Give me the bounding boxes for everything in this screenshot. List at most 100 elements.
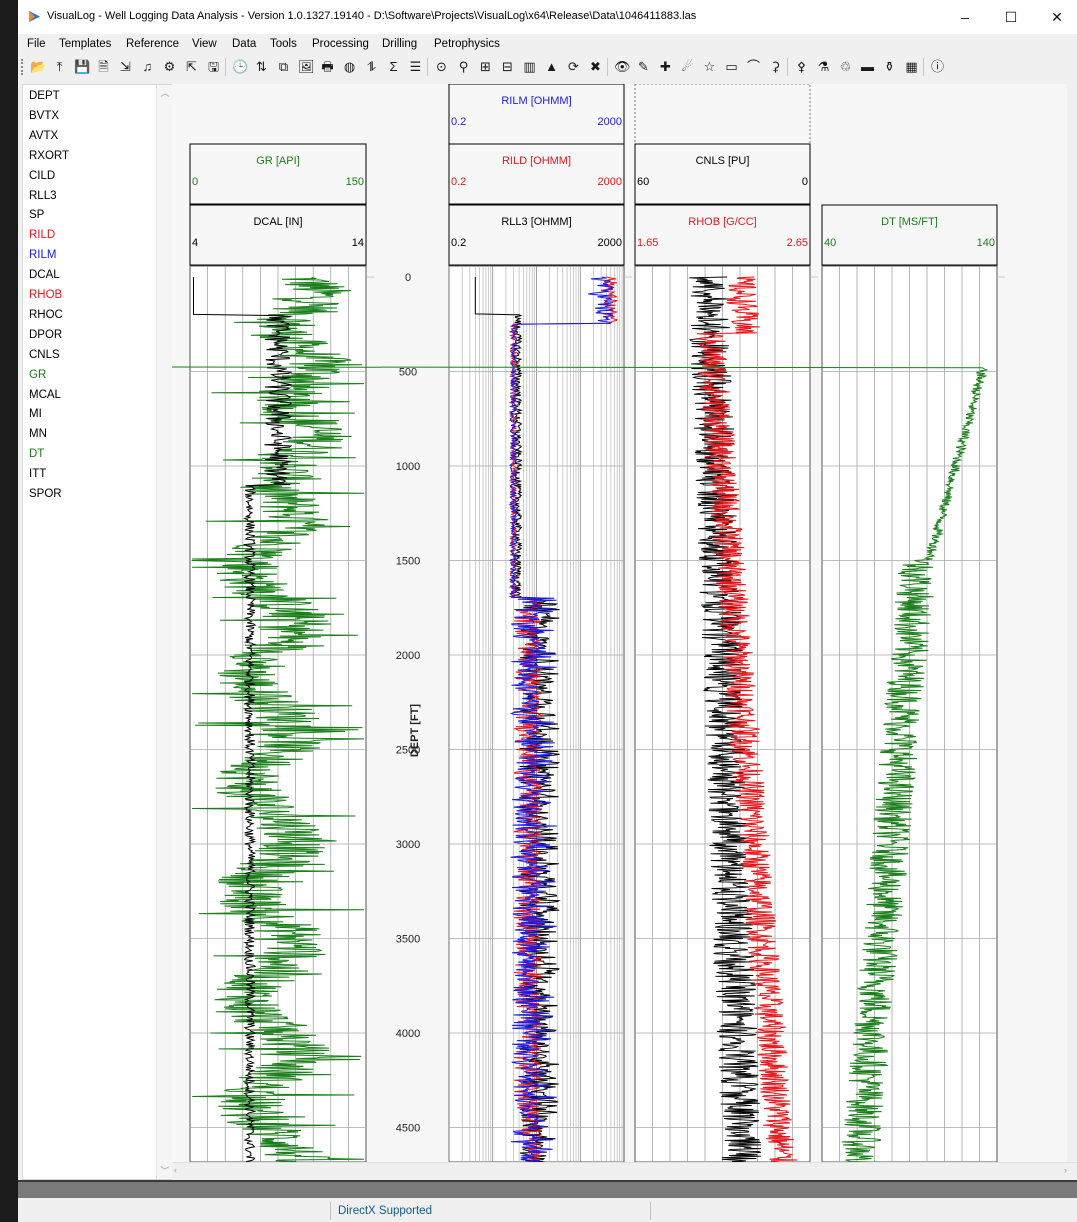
curve-item-dept[interactable]: DEPT xyxy=(29,90,60,102)
curve-item-rhoc[interactable]: RHOC xyxy=(29,308,63,321)
open-folder-icon[interactable]: 📂 xyxy=(30,59,47,74)
delete-icon[interactable]: ✖ xyxy=(590,59,601,74)
curve-header-gr[interactable] xyxy=(189,143,367,205)
recycle-icon[interactable]: ♲ xyxy=(839,59,852,74)
curve-header-max: 150 xyxy=(346,176,364,188)
curve-list-scrollbar[interactable]: ︿ ﹀ xyxy=(156,85,173,1179)
curve-list-panel[interactable]: ︿ ﹀ DEPT BVTX AVTX RXORT CILD RLL3 SP RILD RILM D… xyxy=(22,84,174,1180)
image-icon[interactable]: 🖼 xyxy=(298,59,315,74)
report-icon[interactable]: ☰ xyxy=(409,59,422,74)
curve-item-itt[interactable]: ITT xyxy=(29,468,47,481)
clock-icon[interactable]: 🕒 xyxy=(232,59,249,74)
tree-icon[interactable]: ⚲ xyxy=(458,59,469,74)
curve-item-spor[interactable]: SPOR xyxy=(29,488,62,500)
crossplot-icon[interactable]: ⊟ xyxy=(502,59,513,74)
curve-item-mn[interactable]: MN xyxy=(29,428,47,441)
curve-item-mcal[interactable]: MCAL xyxy=(29,388,61,401)
curve-item-dpor[interactable]: DPOR xyxy=(29,328,63,341)
minimize-button[interactable]: – xyxy=(961,9,969,25)
info-icon[interactable]: ⓘ xyxy=(930,59,944,74)
menu-view[interactable]: View xyxy=(192,38,217,50)
curve-header-dcal[interactable] xyxy=(189,204,367,266)
hierarchy-icon[interactable]: ⚳ xyxy=(770,59,781,74)
curve-item-bvtx[interactable]: BVTX xyxy=(29,109,60,122)
depth-tick-label: 0 xyxy=(405,272,411,284)
fill-icon[interactable]: ◍ xyxy=(343,59,356,74)
toolbar-grip[interactable] xyxy=(21,59,25,75)
log-plot-svg[interactable]: GR [API] 0 150 DCAL [IN] 4 14 RILM [OHMM] 0.2 20… xyxy=(172,84,1067,1162)
curve-header-name: RILD [OHMM] xyxy=(502,155,571,167)
curve-icon[interactable]: ⌒ xyxy=(746,59,760,74)
load-icon[interactable]: ⇱ xyxy=(186,59,197,74)
ruler-icon[interactable]: ▭ xyxy=(725,59,738,74)
star-icon[interactable]: ☆ xyxy=(703,59,716,74)
curve-header-dt[interactable] xyxy=(821,204,998,266)
curve-item-dcal[interactable]: DCAL xyxy=(29,269,60,282)
save-icon[interactable]: 💾 xyxy=(74,59,91,74)
menu-petrophysics[interactable]: Petrophysics xyxy=(434,38,500,50)
curve-item-gr[interactable]: GR xyxy=(29,368,47,381)
document-icon[interactable]: 🗎 xyxy=(98,59,109,74)
network-icon[interactable]: ⚴ xyxy=(796,59,807,74)
menu-drilling[interactable]: Drilling xyxy=(382,38,418,50)
depth-tick-label: 3500 xyxy=(396,934,420,946)
merge-icon[interactable]: ⧉ xyxy=(278,59,289,74)
curve-edit-icon[interactable]: ♫ xyxy=(142,59,153,74)
horizontal-scrollbar[interactable]: ‹ › xyxy=(172,1162,1077,1181)
add-track-icon[interactable]: ✚ xyxy=(660,59,671,74)
curve-header-rild[interactable] xyxy=(448,143,625,205)
grid-icon[interactable]: ⊞ xyxy=(480,59,491,74)
menu-tools[interactable]: Tools xyxy=(270,38,297,50)
import-icon[interactable]: ⤒ xyxy=(56,59,63,74)
menu-data[interactable]: Data xyxy=(232,38,257,50)
splitter-bar[interactable] xyxy=(18,1180,1077,1198)
curve-header-cnls[interactable] xyxy=(634,143,811,205)
curve-header-min: 0.2 xyxy=(451,237,466,249)
print-icon[interactable]: 🖶 xyxy=(321,59,334,74)
curve-item-rll3[interactable]: RLL3 xyxy=(29,189,57,202)
settings-gear-icon[interactable]: ⚙ xyxy=(163,59,176,74)
curve-item-cnls[interactable]: CNLS xyxy=(29,348,60,361)
export-icon[interactable]: ⇲ xyxy=(120,59,131,74)
menu-processing[interactable]: Processing xyxy=(312,38,369,50)
empty-header-slot[interactable] xyxy=(634,84,811,145)
scroll-down-icon[interactable]: ﹀ xyxy=(160,1166,170,1176)
curve-item-mi[interactable]: MI xyxy=(29,408,42,421)
curve-item-avtx[interactable]: AVTX xyxy=(29,129,59,142)
sigma-icon[interactable]: Σ xyxy=(389,59,398,74)
layers-icon[interactable]: ▬ xyxy=(861,59,874,74)
menu-templates[interactable]: Templates xyxy=(59,38,112,50)
close-button[interactable]: ✕ xyxy=(1051,9,1063,25)
curve-item-rild[interactable]: RILD xyxy=(29,229,56,242)
menu-reference[interactable]: Reference xyxy=(126,38,180,50)
curve-header-rilm[interactable] xyxy=(448,84,625,145)
wifi-icon[interactable]: ☄ xyxy=(681,59,694,74)
chemistry-icon[interactable]: ⚗ xyxy=(817,59,830,74)
columns-icon[interactable]: ▦ xyxy=(905,59,918,74)
flask-icon[interactable]: ⚱ xyxy=(884,59,895,74)
curve-header-rll3[interactable] xyxy=(448,204,625,266)
curve-header-max: 2.65 xyxy=(787,237,808,249)
depth-shift-icon[interactable]: ⇅ xyxy=(256,59,267,74)
menu-file[interactable]: File xyxy=(27,38,46,50)
histogram-icon[interactable]: ▥ xyxy=(523,59,536,74)
curve-item-dt[interactable]: DT xyxy=(29,448,45,461)
refresh-icon[interactable]: ⟳ xyxy=(568,59,579,74)
filter-icon[interactable]: ⊙ xyxy=(436,59,447,74)
save-as-icon[interactable]: 🖫 xyxy=(207,59,220,74)
scroll-up-icon[interactable]: ︿ xyxy=(160,88,170,98)
maximize-button[interactable]: ☐ xyxy=(1004,9,1018,25)
curve-item-rhob[interactable]: RHOB xyxy=(29,289,63,301)
normalize-icon[interactable]: ⥮ xyxy=(366,59,377,74)
curve-item-sp[interactable]: SP xyxy=(29,209,45,222)
pipette-icon[interactable]: ✎ xyxy=(638,59,649,74)
curve-item-cild[interactable]: CILD xyxy=(29,169,56,182)
scroll-left-icon[interactable]: ‹ xyxy=(174,1165,177,1175)
curve-header-rhob[interactable] xyxy=(634,204,811,266)
curve-item-rilm[interactable]: RILM xyxy=(29,249,57,262)
curve-item-rxort[interactable]: RXORT xyxy=(29,149,70,162)
triangle-icon[interactable]: ▲ xyxy=(545,59,558,74)
eye-icon[interactable]: 👁 xyxy=(614,59,631,74)
scroll-right-icon[interactable]: › xyxy=(1064,1165,1067,1175)
log-plot-area[interactable]: GR [API] 0 150 DCAL [IN] 4 14 RILM [OHMM] 0.2 20… xyxy=(172,84,1067,1162)
